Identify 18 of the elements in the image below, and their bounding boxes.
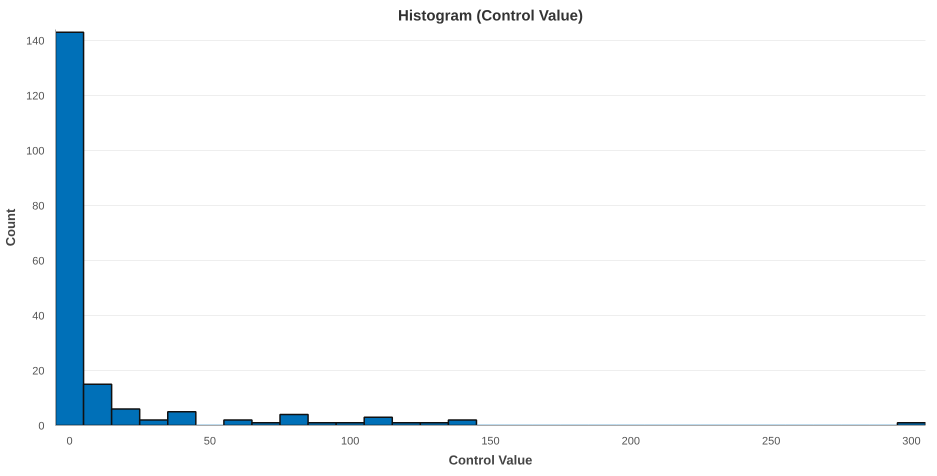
y-axis-title: Count — [3, 208, 18, 246]
x-tick-label: 250 — [762, 436, 780, 448]
y-tick-label: 100 — [26, 146, 45, 158]
y-tick-label: 140 — [26, 36, 45, 48]
x-axis-title: Control Value — [448, 452, 532, 468]
chart-title: Histogram (Control Value) — [398, 8, 584, 24]
x-tick-label: 300 — [902, 436, 921, 448]
x-tick-label: 200 — [622, 436, 640, 448]
x-tick-label: 0 — [66, 436, 73, 448]
x-tick-label: 100 — [341, 436, 360, 448]
x-tick-label: 50 — [204, 436, 216, 448]
x-tick-label: 150 — [481, 436, 500, 448]
y-tick-label: 0 — [38, 420, 45, 432]
y-tick-label: 120 — [26, 90, 45, 102]
y-tick-label: 60 — [32, 256, 45, 268]
y-tick-label: 80 — [32, 200, 45, 212]
y-tick-label: 40 — [32, 310, 45, 322]
y-tick-label: 20 — [32, 366, 45, 378]
